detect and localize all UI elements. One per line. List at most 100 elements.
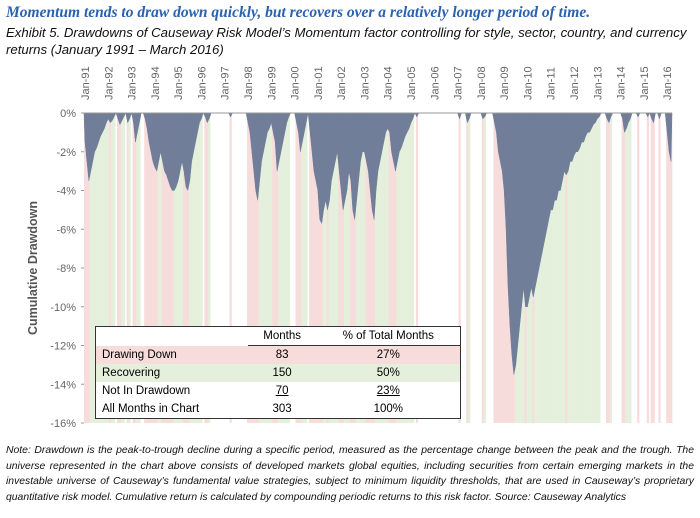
regime-band <box>623 113 626 423</box>
regime-band <box>149 113 153 423</box>
drawdown-area <box>83 112 673 375</box>
regime-band <box>85 113 89 423</box>
regime-band <box>351 113 355 423</box>
headline: Momentum tends to draw down quickly, but… <box>6 4 591 21</box>
regime-band <box>349 113 353 423</box>
regime-band <box>287 113 291 423</box>
column-header: % of Total Months <box>316 326 461 346</box>
regime-band <box>107 113 110 423</box>
regime-band <box>586 113 589 423</box>
regime-band <box>388 113 391 423</box>
regime-band <box>629 113 632 423</box>
regime-band <box>646 113 650 423</box>
regime-band <box>320 113 323 423</box>
regime-band <box>559 113 562 423</box>
regime-band <box>499 113 502 423</box>
regime-band <box>151 113 155 423</box>
regime-band <box>540 113 543 423</box>
x-tick-label: Jan-02 <box>336 66 348 100</box>
x-tick-label: Jan-04 <box>383 66 395 100</box>
y-tick-label: -6% <box>56 224 76 236</box>
regime-band <box>254 113 258 423</box>
regime-band <box>260 113 263 423</box>
regime-band <box>415 113 419 423</box>
regime-band <box>155 113 159 423</box>
regime-band <box>89 113 93 423</box>
regime-band <box>318 113 322 423</box>
regime-band <box>353 113 356 423</box>
regime-band <box>173 113 176 423</box>
regime-band <box>345 113 349 423</box>
x-tick-label: Jan-99 <box>266 66 278 100</box>
regime-band <box>400 113 403 423</box>
regime-band <box>148 113 151 423</box>
regime-band <box>598 113 601 423</box>
x-tick-label: Jan-16 <box>662 66 674 100</box>
regime-band <box>363 113 366 423</box>
regime-band <box>551 113 554 423</box>
regime-band <box>276 113 279 423</box>
regime-band <box>590 113 593 423</box>
row-label: All Months in Chart <box>102 403 200 415</box>
x-tick-label: Jan-00 <box>290 66 302 100</box>
regime-band <box>582 113 585 423</box>
regime-band <box>84 113 87 423</box>
regime-band <box>324 113 327 423</box>
x-tick-label: Jan-08 <box>476 66 488 100</box>
regime-band <box>184 113 188 423</box>
regime-band <box>105 113 108 423</box>
regime-band <box>365 113 368 423</box>
x-tick-label: Jan-12 <box>569 66 581 100</box>
regime-band <box>501 113 504 423</box>
x-tick-label: Jan-07 <box>453 66 465 100</box>
y-tick-label: -12% <box>50 341 76 353</box>
regime-band <box>101 113 104 423</box>
y-tick-label: -10% <box>50 302 76 314</box>
regime-band <box>109 113 112 423</box>
regime-band <box>396 113 399 423</box>
regime-band <box>594 113 597 423</box>
regime-band <box>99 113 102 423</box>
regime-band <box>468 113 471 423</box>
regime-band <box>128 113 131 423</box>
y-tick-label: -14% <box>50 379 76 391</box>
regime-band <box>382 113 386 423</box>
regime-band <box>274 113 277 423</box>
regime-band <box>272 113 275 423</box>
regime-band <box>549 113 552 423</box>
regime-band <box>95 113 98 423</box>
regime-band <box>543 113 547 423</box>
regime-band <box>668 113 671 423</box>
regime-band <box>262 113 265 423</box>
regime-band <box>561 113 564 423</box>
regime-band <box>113 113 116 423</box>
regime-band <box>650 113 653 423</box>
regime-band <box>177 113 180 423</box>
regime-band <box>198 113 201 423</box>
regime-band <box>386 113 389 423</box>
regime-band <box>408 113 411 423</box>
regime-band <box>316 113 320 423</box>
regime-band <box>392 113 395 423</box>
regime-band <box>175 113 178 423</box>
regime-band <box>466 113 469 423</box>
regime-band <box>285 113 289 423</box>
regime-band <box>157 113 160 423</box>
regime-band <box>580 113 584 423</box>
x-tick-label: Jan-94 <box>150 66 162 100</box>
regime-band <box>398 113 401 423</box>
regime-band <box>588 113 591 423</box>
regime-band <box>192 113 195 423</box>
regime-band <box>384 113 388 423</box>
row-label: Recovering <box>102 367 161 379</box>
regime-band <box>357 113 360 423</box>
regime-band <box>483 113 487 423</box>
regime-band <box>670 113 673 423</box>
x-tick-label: Jan-14 <box>616 66 628 100</box>
regime-band <box>557 113 560 423</box>
x-tick-label: Jan-11 <box>546 67 558 100</box>
regime-band <box>200 113 203 423</box>
table-row: All Months in Chart 303 100% <box>96 400 461 419</box>
x-tick-label: Jan-03 <box>359 66 371 100</box>
